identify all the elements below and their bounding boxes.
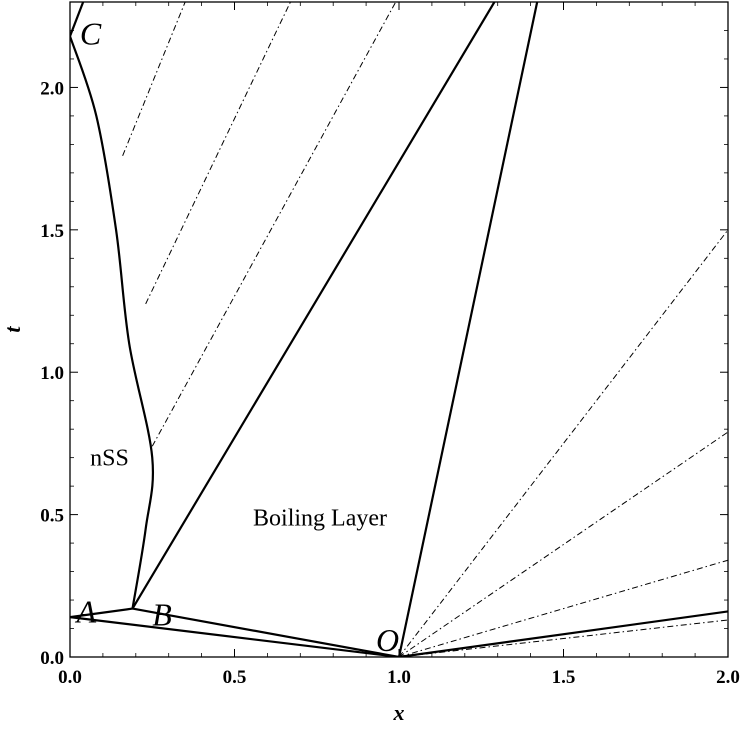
ticks-layer: 0.0 0.5 1.0 1.5 2.0 0.0 0.5 1.0 1.5 2.0 [40, 2, 740, 688]
x-tick-label: 1.0 [387, 667, 411, 688]
point-label-b: B [152, 596, 172, 632]
x-tick-label: 2.0 [716, 667, 740, 688]
solid-curve-0 [70, 616, 400, 657]
plot-frame [69, 1, 729, 658]
point-label-o: O [376, 622, 399, 658]
y-tick-label: 0.5 [40, 506, 64, 527]
dashdot-line-1 [122, 2, 186, 156]
solid-curve-1 [70, 607, 133, 619]
dashdot-line-7 [398, 619, 728, 657]
x-tick-label: 1.5 [552, 667, 576, 688]
x-tick-label: 0.0 [58, 667, 82, 688]
dashdot-line-2 [145, 2, 291, 305]
region-label-0: nSS [90, 446, 129, 472]
solid-curve-4 [397, 2, 539, 657]
solid-curve-3 [131, 2, 496, 610]
dashdot-line-3 [151, 2, 397, 447]
y-tick-label: 1.5 [40, 221, 64, 242]
solid-curve-2 [132, 607, 400, 657]
x-tick-label: 0.5 [223, 667, 247, 688]
y-tick-label: 0.0 [40, 648, 64, 669]
solid-curve-7 [70, 35, 155, 609]
dashdot-line-5 [398, 431, 728, 657]
y-tick-label: 2.0 [40, 78, 64, 99]
region-label-1: Boiling Layer [253, 505, 387, 531]
y-axis-label: t [0, 326, 25, 333]
dashdot-line-4 [398, 229, 728, 657]
y-tick-label: 1.0 [40, 363, 64, 384]
solid-curve-5 [398, 610, 728, 657]
dashdot-line-6 [398, 559, 728, 657]
point-label-c: C [80, 15, 102, 51]
point-label-a: A [75, 593, 97, 629]
curves-layer [70, 2, 728, 657]
x-axis-label: x [393, 700, 405, 725]
